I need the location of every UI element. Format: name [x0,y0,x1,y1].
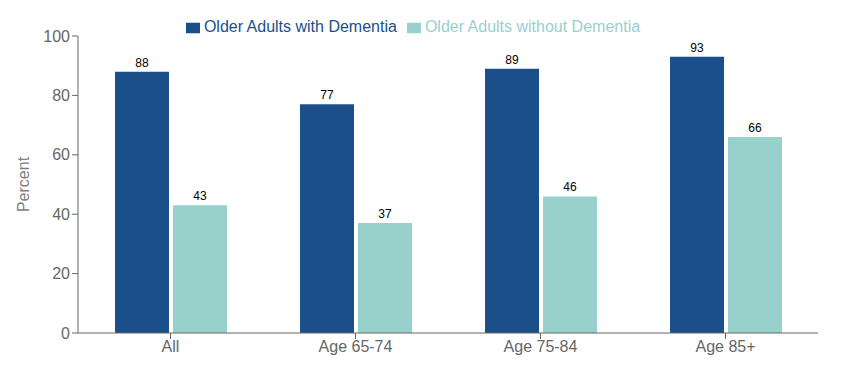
svg-text:46: 46 [563,180,577,194]
svg-text:All: All [162,338,180,355]
svg-text:40: 40 [52,206,70,223]
svg-text:Percent: Percent [15,156,32,212]
svg-text:93: 93 [690,41,704,55]
svg-text:77: 77 [320,88,334,102]
svg-text:Age 85+: Age 85+ [695,338,755,355]
svg-text:66: 66 [748,121,762,135]
svg-text:20: 20 [52,265,70,282]
html-text:Older Adults without Dementia: Older Adults without Dementia [424,18,641,35]
svg-text:37: 37 [378,207,392,221]
svg-text:60: 60 [52,146,70,163]
svg-text:0: 0 [61,325,70,342]
svg-text:88: 88 [135,56,149,70]
svg-text:Age 65-74: Age 65-74 [319,338,393,355]
html-text:Older Adults with Dementia: Older Adults with Dementia [203,18,397,35]
svg-text:80: 80 [52,87,70,104]
svg-text:Age 75-84: Age 75-84 [504,338,578,355]
svg-text:100: 100 [43,28,70,45]
svg-text:89: 89 [505,53,519,67]
svg-text:43: 43 [193,189,207,203]
